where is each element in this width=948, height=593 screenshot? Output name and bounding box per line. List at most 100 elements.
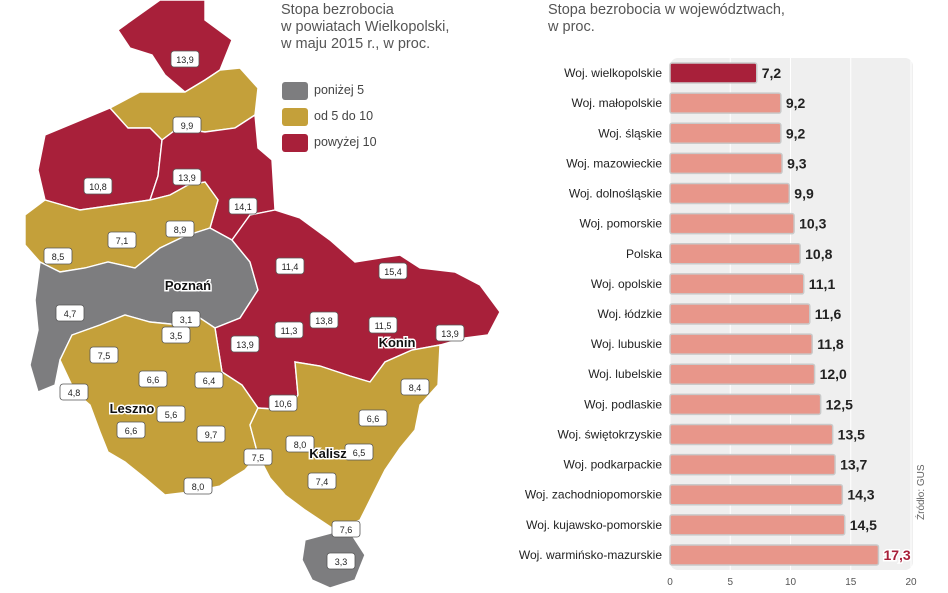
city-label: Leszno [110, 401, 155, 416]
badge-box [326, 552, 356, 570]
district-value-badge: 3,5 [161, 326, 191, 344]
category-label: Woj. podkarpackie [564, 458, 663, 472]
badge-box [196, 425, 226, 443]
bar [669, 152, 783, 175]
district-value: 13,9 [178, 173, 196, 183]
district-value-badge: 4,7 [55, 304, 85, 322]
district-value: 15,4 [384, 267, 402, 277]
badge-box [172, 168, 202, 186]
district-value-badge: 7,5 [243, 448, 273, 466]
map-title-line: w powiatach Wielkopolski, [281, 19, 450, 35]
category-label: Woj. lubelskie [588, 367, 662, 381]
x-tick-label: 15 [845, 577, 857, 588]
badge-box [400, 378, 430, 396]
bar [669, 122, 782, 145]
district-value-badge: 13,9 [172, 168, 202, 186]
district-value: 11,5 [375, 321, 392, 331]
district-value: 6,4 [203, 376, 216, 386]
district-value: 6,6 [367, 414, 380, 424]
bar-title-line: w proc. [548, 19, 595, 35]
x-axis-ticks: 0 5 10 15 20 [667, 577, 917, 588]
district-value: 3,1 [180, 315, 193, 325]
category-label: Polska [626, 247, 662, 261]
bar [669, 363, 816, 385]
value-label: 11,8 [817, 336, 844, 352]
legend-swatch [282, 134, 308, 152]
district-value-badge: 13,9 [170, 50, 200, 68]
district-value: 7,1 [116, 236, 129, 246]
legend-swatch [282, 82, 308, 100]
category-labels: Woj. wielkopolskie Woj. małopolskie Woj. ś… [519, 66, 662, 562]
badge-box [378, 262, 408, 280]
badge-box [358, 409, 388, 427]
district-value: 9,7 [205, 430, 218, 440]
bar [669, 303, 811, 325]
district-value-badge: 7,1 [107, 231, 137, 249]
value-label: 10,8 [805, 246, 832, 262]
district-value-badge: 9,7 [196, 425, 226, 443]
bar [669, 544, 880, 566]
category-label: Woj. lubuskie [591, 337, 662, 351]
district-value: 4,7 [64, 309, 77, 319]
district-value: 7,4 [316, 477, 329, 487]
category-label: Woj. podlaskie [584, 397, 662, 411]
value-label: 14,5 [850, 517, 877, 533]
map-region-gold [249, 344, 441, 531]
value-label: 17,3 [883, 547, 910, 563]
x-tick-label: 20 [905, 577, 917, 588]
district-value-badges: 13,9 9,9 13,9 10,8 14,1 7,1 8,9 8,5 11,4 15,4 3,1 4… [43, 50, 465, 570]
category-label: Woj. łódzkie [598, 307, 663, 321]
source-note: Źródło: GUS [916, 464, 927, 520]
legend-label: powyżej 10 [314, 135, 377, 149]
district-value: 10,8 [89, 182, 107, 192]
district-value: 11,3 [281, 326, 298, 336]
city-label: Poznań [165, 278, 211, 293]
category-label: Woj. wielkopolskie [564, 66, 662, 80]
badge-box [331, 520, 361, 538]
badge-box [55, 304, 85, 322]
district-value-badge: 3,1 [171, 310, 201, 328]
value-label: 11,6 [815, 306, 842, 322]
bar [669, 92, 782, 114]
district-value: 8,4 [409, 383, 422, 393]
district-value: 8,0 [192, 482, 205, 492]
value-label: 9,2 [786, 125, 806, 141]
district-value-badge: 3,3 [326, 552, 356, 570]
badge-box [309, 311, 339, 329]
value-label: 10,3 [799, 216, 826, 232]
category-label: Woj. pomorskie [580, 217, 663, 231]
district-value-badge: 14,1 [228, 197, 258, 215]
district-value: 6,6 [147, 375, 160, 385]
district-value: 14,1 [234, 202, 252, 212]
category-label: Woj. opolskie [591, 277, 662, 291]
map-regions [24, 0, 501, 589]
district-value: 11,4 [282, 262, 299, 272]
badge-box [268, 394, 298, 412]
bar [669, 333, 813, 355]
district-value-badge: 6,6 [138, 370, 168, 388]
badge-box [230, 335, 260, 353]
value-label: 12,0 [820, 366, 847, 382]
bar-series [669, 62, 880, 566]
value-label: 12,5 [826, 396, 853, 412]
district-value-badge: 7,6 [331, 520, 361, 538]
district-value: 13,8 [315, 316, 333, 326]
district-value-badge: 5,6 [156, 405, 186, 423]
district-value-badge: 9,9 [172, 116, 202, 134]
bar [669, 212, 795, 235]
district-value-badge: 7,5 [89, 346, 119, 364]
badge-box [307, 472, 337, 490]
district-value: 5,6 [165, 410, 178, 420]
bar [669, 62, 758, 84]
x-tick-label: 0 [667, 577, 673, 588]
district-value-badge: 6,6 [358, 409, 388, 427]
district-value: 6,5 [353, 448, 366, 458]
plot-area [670, 58, 913, 570]
district-value-badge: 8,0 [183, 477, 213, 495]
badge-box [89, 346, 119, 364]
legend-label: poniżej 5 [314, 83, 365, 97]
badge-box [172, 116, 202, 134]
gridlines [669, 58, 912, 570]
badge-box [183, 477, 213, 495]
district-value: 13,9 [236, 340, 254, 350]
